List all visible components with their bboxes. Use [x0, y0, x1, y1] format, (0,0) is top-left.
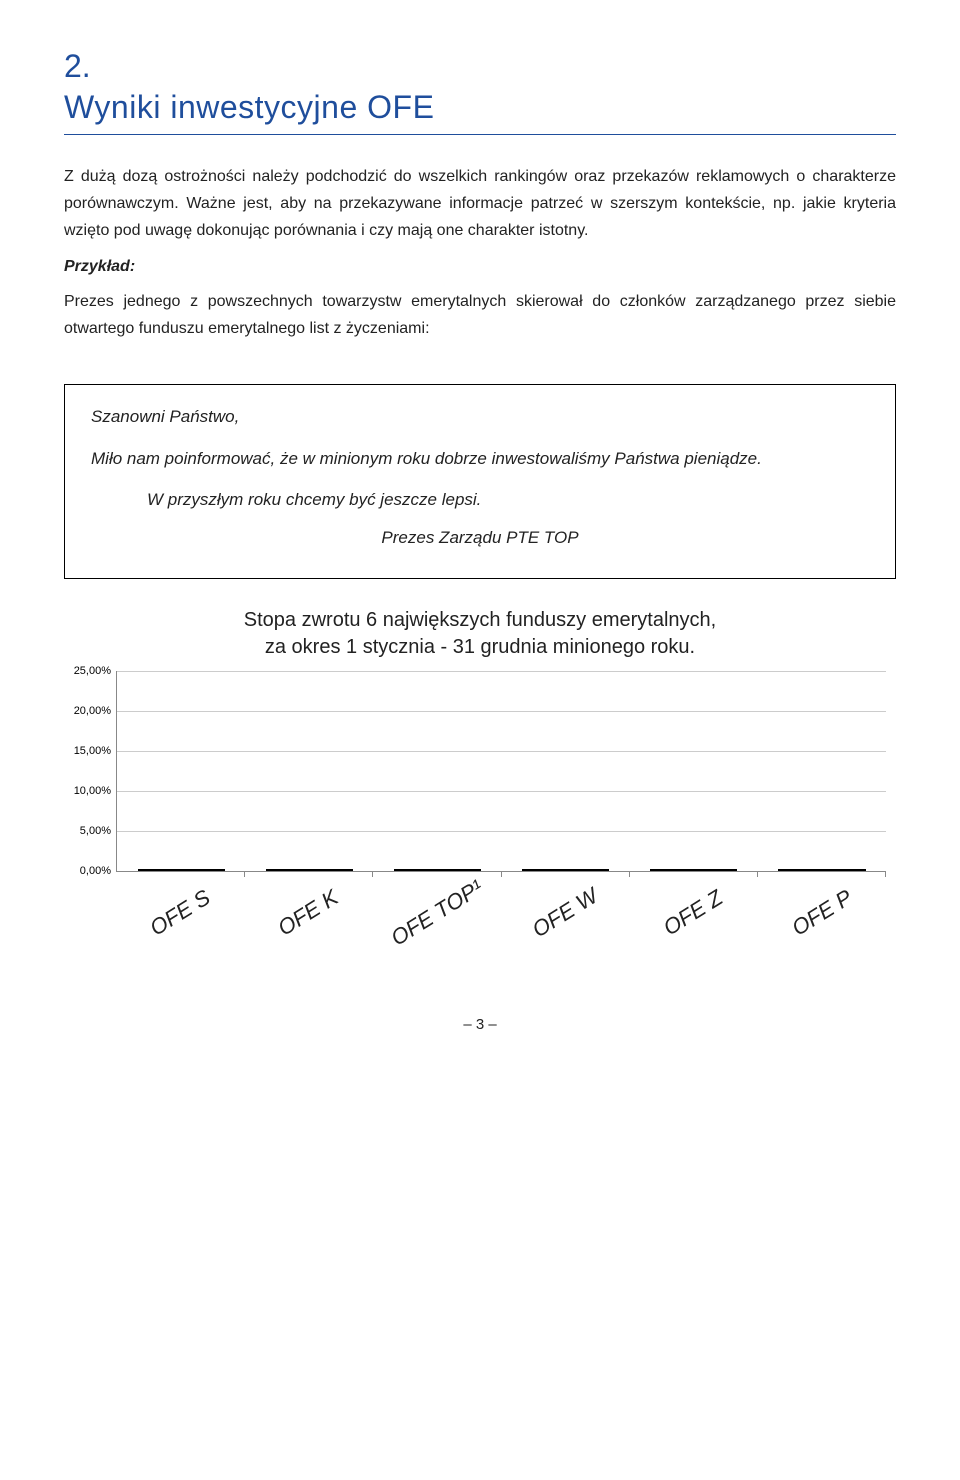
chart-x-label: OFE TOP¹ [376, 868, 499, 958]
chart-y-label: 20,00% [65, 705, 111, 717]
example-label: Przykład: [64, 253, 896, 280]
chart-x-label: OFE K [247, 868, 370, 958]
quote-salutation: Szanowni Państwo, [91, 407, 869, 427]
quote-line-1: Miło nam poinformować, że w minionym rok… [91, 445, 869, 472]
chart-gridline [117, 711, 886, 712]
chart-bars [117, 671, 886, 871]
chart-title: Stopa zwrotu 6 największych funduszy eme… [64, 607, 896, 661]
chart-gridline [117, 831, 886, 832]
chart-bar [138, 869, 225, 871]
paragraph-2: Prezes jednego z powszechnych towarzystw… [64, 288, 896, 342]
quote-signature: Prezes Zarządu PTE TOP [91, 528, 869, 548]
chart-y-label: 10,00% [65, 785, 111, 797]
chart-x-label: OFE P [761, 868, 884, 958]
chart-bar [650, 869, 737, 871]
paragraph-1: Z dużą dozą ostrożności należy podchodzi… [64, 163, 896, 245]
chart-x-label: OFE S [119, 868, 242, 958]
chart-x-labels: OFE SOFE KOFE TOP¹OFE WOFE ZOFE P [116, 900, 886, 926]
chart-y-label: 5,00% [65, 825, 111, 837]
section-title: Wyniki inwestycyjne OFE [64, 89, 896, 126]
chart-y-label: 0,00% [65, 865, 111, 877]
chart-plot-area: 0,00%5,00%10,00%15,00%20,00%25,00% [116, 671, 886, 872]
chart-bar [394, 869, 481, 871]
chart-y-label: 25,00% [65, 665, 111, 677]
chart-gridline [117, 791, 886, 792]
quote-box: Szanowni Państwo, Miło nam poinformować,… [64, 384, 896, 579]
chart-y-label: 15,00% [65, 745, 111, 757]
chart-bar [778, 869, 865, 871]
chart: Stopa zwrotu 6 największych funduszy eme… [64, 607, 896, 926]
chart-title-line1: Stopa zwrotu 6 największych funduszy eme… [244, 609, 716, 631]
chart-gridline [117, 671, 886, 672]
page-number: – 3 – [64, 1016, 896, 1033]
quote-line-2: W przyszłym roku chcemy być jeszcze leps… [91, 490, 869, 510]
chart-gridline [117, 751, 886, 752]
title-rule [64, 134, 896, 135]
chart-x-label: OFE W [504, 868, 627, 958]
chart-bar [522, 869, 609, 871]
section-number: 2. [64, 48, 896, 85]
chart-x-label: OFE Z [632, 868, 755, 958]
chart-title-line2: za okres 1 stycznia - 31 grudnia minione… [265, 636, 695, 658]
chart-bar [266, 869, 353, 871]
